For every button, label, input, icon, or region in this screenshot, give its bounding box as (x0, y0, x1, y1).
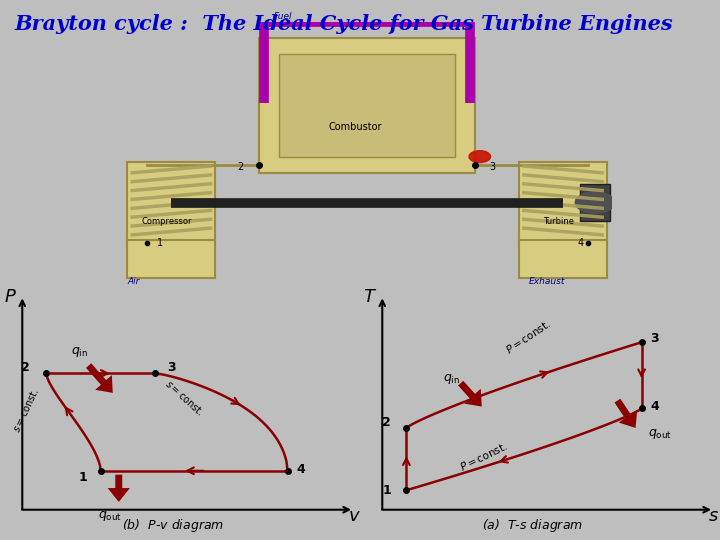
Text: 3: 3 (490, 162, 496, 172)
Text: 2: 2 (21, 361, 30, 374)
FancyBboxPatch shape (127, 162, 215, 243)
Circle shape (469, 151, 490, 163)
Text: Combustor: Combustor (328, 122, 382, 132)
Text: Air: Air (127, 276, 140, 286)
Text: Exhaust: Exhaust (528, 276, 565, 286)
Text: $v$: $v$ (348, 508, 361, 525)
Text: $q_{\rm out}$: $q_{\rm out}$ (98, 509, 122, 523)
Text: 1: 1 (78, 470, 87, 483)
Text: 3: 3 (167, 361, 176, 374)
Text: $q_{\rm in}$: $q_{\rm in}$ (71, 345, 88, 359)
Text: Fuel: Fuel (274, 12, 292, 21)
Text: $q_{\rm out}$: $q_{\rm out}$ (647, 427, 672, 441)
Text: Turbine: Turbine (543, 217, 574, 226)
Text: 2: 2 (237, 162, 243, 172)
Text: 4: 4 (651, 400, 660, 414)
Text: 1: 1 (382, 484, 391, 497)
FancyBboxPatch shape (259, 38, 475, 173)
FancyBboxPatch shape (519, 240, 607, 278)
Text: $P = {\rm const.}$: $P = {\rm const.}$ (458, 440, 509, 473)
Circle shape (575, 192, 614, 213)
Text: 3: 3 (651, 332, 660, 345)
Text: 1: 1 (157, 238, 163, 248)
Text: $P = {\rm const.}$: $P = {\rm const.}$ (503, 318, 552, 356)
Text: $T$: $T$ (363, 288, 377, 306)
Text: $q_{\rm in}$: $q_{\rm in}$ (443, 372, 459, 386)
Text: 4: 4 (297, 463, 305, 476)
Text: Compressor: Compressor (141, 217, 192, 226)
FancyBboxPatch shape (279, 54, 455, 157)
FancyBboxPatch shape (519, 162, 607, 243)
Text: (a)  $T$-$s$ diagram: (a) $T$-$s$ diagram (482, 517, 584, 534)
Text: Brayton cycle :  The Ideal Cycle for Gas Turbine Engines: Brayton cycle : The Ideal Cycle for Gas … (14, 14, 673, 33)
Text: $s = {\rm const.}$: $s = {\rm const.}$ (163, 377, 207, 418)
Text: $s = {\rm const.}$: $s = {\rm const.}$ (10, 386, 41, 434)
Text: $s$: $s$ (708, 508, 719, 525)
Text: (b)  $P$-$v$ diagram: (b) $P$-$v$ diagram (122, 517, 224, 534)
FancyBboxPatch shape (127, 240, 215, 278)
FancyBboxPatch shape (580, 184, 610, 221)
Text: 2: 2 (382, 416, 391, 429)
Text: $P$: $P$ (4, 288, 17, 306)
Text: 4: 4 (577, 238, 584, 248)
